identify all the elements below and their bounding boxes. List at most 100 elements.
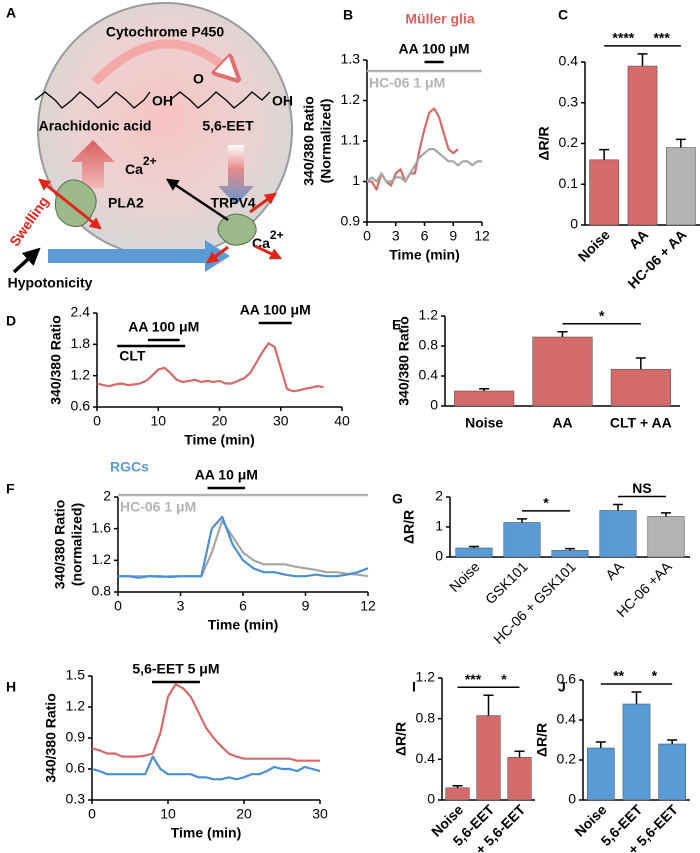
y-axis-label: ΔR/R — [393, 722, 409, 756]
line-series — [91, 755, 321, 781]
trpv4-label: TRPV4 — [210, 195, 255, 211]
bar — [445, 787, 470, 801]
panel-label: F — [6, 481, 15, 497]
swelling-arrow — [254, 244, 283, 260]
y-tick-label: 0.4 — [557, 711, 577, 727]
category-label: AA — [602, 558, 627, 583]
significance-label: * — [501, 671, 507, 687]
x-axis-label: Time (min) — [389, 247, 460, 263]
bar — [622, 703, 651, 801]
y-tick-label: 2.4 — [71, 304, 91, 320]
x-tick-label: 10 — [160, 806, 176, 822]
panel-title: RGCs — [110, 459, 149, 475]
molecule — [34, 91, 151, 109]
chart-panel: F RGCs 340/380 Ratio (normalized) 0.8 1.2 1.6 2… — [6, 459, 376, 633]
y-tick-label: 1.6 — [92, 519, 112, 535]
y-axis-label: ΔR/R — [534, 723, 550, 757]
panel-label: J — [558, 679, 566, 695]
enzyme-label: Cytochrome P450 — [106, 24, 224, 40]
bar — [647, 516, 685, 558]
category-label: HC-06 + GSK101 — [490, 558, 579, 647]
panel-label: C — [558, 7, 568, 23]
significance-label: *** — [465, 671, 482, 687]
panel-label: D — [6, 313, 16, 329]
ion-symbol: Ca — [125, 161, 143, 177]
product-label: 5,6-EET — [202, 118, 254, 134]
category-label: Noise — [575, 226, 613, 264]
y-tick-label: 1.2 — [92, 551, 112, 567]
annotation-label: HC-06 1 μM — [369, 75, 445, 91]
y-tick-label: 1 — [435, 518, 443, 534]
annotation-label: AA 100 μM — [128, 319, 199, 335]
substrate-label: Arachidonic acid — [39, 118, 152, 134]
y-tick-label: 1.2 — [71, 366, 91, 382]
epoxide-label: O — [193, 71, 204, 87]
error-bar — [565, 547, 575, 551]
bar — [503, 522, 541, 558]
line-series — [366, 148, 482, 183]
hydroxyl-label: OH — [152, 93, 173, 109]
y-axis-label: 340/380 Ratio — [43, 693, 59, 783]
stimulus-arrow — [12, 247, 41, 274]
x-tick-label: 0 — [363, 228, 371, 244]
bar — [599, 510, 637, 558]
y-axis-label: ΔR/R — [536, 126, 552, 160]
error-bar — [661, 512, 671, 517]
chart-panel: B Müller glia 340/380 Ratio (Normalized) 0.9… — [301, 7, 490, 263]
y-axis-label: 340/380 Ratio — [48, 315, 64, 405]
bar — [665, 147, 696, 226]
swelling-arrow — [249, 192, 277, 214]
error-bar — [557, 331, 568, 337]
y-tick-label: 2 — [103, 488, 111, 504]
x-tick-label: 3 — [392, 228, 400, 244]
chart-panel: D 340/380 Ratio 0.6 1.2 1.8 2.4 0 10 20 30 40 Time … — [6, 302, 350, 448]
y-axis-label: (Normalized) — [318, 99, 334, 184]
bar — [507, 756, 532, 801]
y-tick-label: 0.6 — [557, 671, 577, 687]
y-tick-label: 0.4 — [416, 750, 436, 766]
x-tick-label: 3 — [177, 598, 185, 614]
y-tick-label: 0 — [427, 791, 435, 807]
y-tick-label: 0.8 — [416, 709, 436, 725]
category-label: GSK101 — [482, 558, 531, 607]
annotation-label: AA 10 μM — [195, 467, 258, 483]
y-tick-label: 1.3 — [341, 51, 361, 67]
bar — [476, 715, 501, 801]
up-arrow — [71, 140, 115, 188]
line-series — [118, 519, 369, 579]
x-tick-label: 0 — [114, 598, 122, 614]
annotation-label: AA 100 μM — [240, 302, 311, 318]
x-axis-label: Time (min) — [184, 432, 255, 448]
ion-arrow — [165, 178, 229, 222]
y-axis-label: 340/380 Ratio — [301, 96, 317, 186]
x-tick-label: 9 — [302, 598, 310, 614]
x-tick-label: 40 — [334, 413, 350, 429]
hydroxyl-label: OH — [272, 93, 293, 109]
bar — [589, 159, 620, 226]
annotation-label: 5,6-EET 5 μM — [132, 661, 219, 677]
ion-charge: 2+ — [270, 228, 284, 242]
y-axis-label: 340/380 Ratio — [52, 500, 68, 590]
y-tick-label: 0 — [570, 216, 578, 232]
y-tick-label: 1.8 — [71, 335, 91, 351]
error-bar — [595, 741, 606, 748]
y-tick-label: 0 — [430, 397, 438, 413]
x-tick-label: 0 — [93, 413, 101, 429]
panel-label: E — [392, 317, 401, 333]
x-axis-label: Time (min) — [171, 825, 242, 841]
y-axis-label: ΔR/R — [401, 510, 417, 544]
significance-label: * — [652, 668, 658, 684]
x-tick-label: 9 — [449, 228, 457, 244]
x-tick-label: 0 — [88, 806, 96, 822]
error-bar — [675, 138, 686, 148]
y-tick-label: 1.2 — [416, 669, 436, 685]
error-bar — [517, 518, 527, 523]
y-tick-label: 1.2 — [341, 91, 361, 107]
x-tick-label: 12 — [360, 598, 376, 614]
bar — [454, 390, 515, 407]
